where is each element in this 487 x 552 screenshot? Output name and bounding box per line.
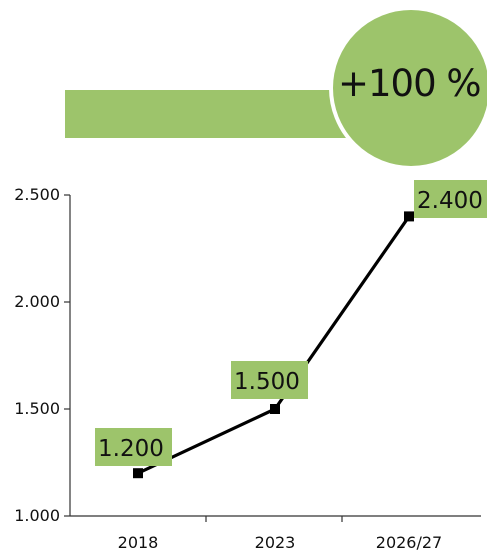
data-point-marker xyxy=(133,468,143,479)
chart-ticks: 1.000 1.500 2.000 2.500 2018 2023 2026/27 xyxy=(14,185,442,552)
chart-axes xyxy=(69,195,481,517)
data-point-marker xyxy=(270,404,280,414)
y-tick-label: 1.500 xyxy=(14,399,60,418)
value-label-box xyxy=(414,180,487,218)
growth-badge-circle xyxy=(329,6,487,170)
value-label-box xyxy=(95,428,172,466)
data-line xyxy=(137,215,411,475)
headline-banner xyxy=(65,90,365,138)
value-label: 1.500 xyxy=(234,369,300,395)
chart-series xyxy=(133,211,414,479)
y-tick-label: 2.500 xyxy=(14,185,60,204)
x-tick-label: 2026/27 xyxy=(376,533,442,552)
y-tick-label: 2.000 xyxy=(14,292,60,311)
y-tick-label: 1.000 xyxy=(14,506,60,525)
x-tick-label: 2023 xyxy=(255,533,296,552)
x-tick-label: 2018 xyxy=(118,533,159,552)
data-point-marker xyxy=(404,211,414,222)
chart-value-labels: 1.200 1.500 2.400 xyxy=(95,180,487,466)
value-label: 1.200 xyxy=(98,436,164,462)
growth-badge-label: +100 % xyxy=(338,62,482,105)
value-label-box xyxy=(231,361,308,399)
value-label: 2.400 xyxy=(417,188,483,214)
